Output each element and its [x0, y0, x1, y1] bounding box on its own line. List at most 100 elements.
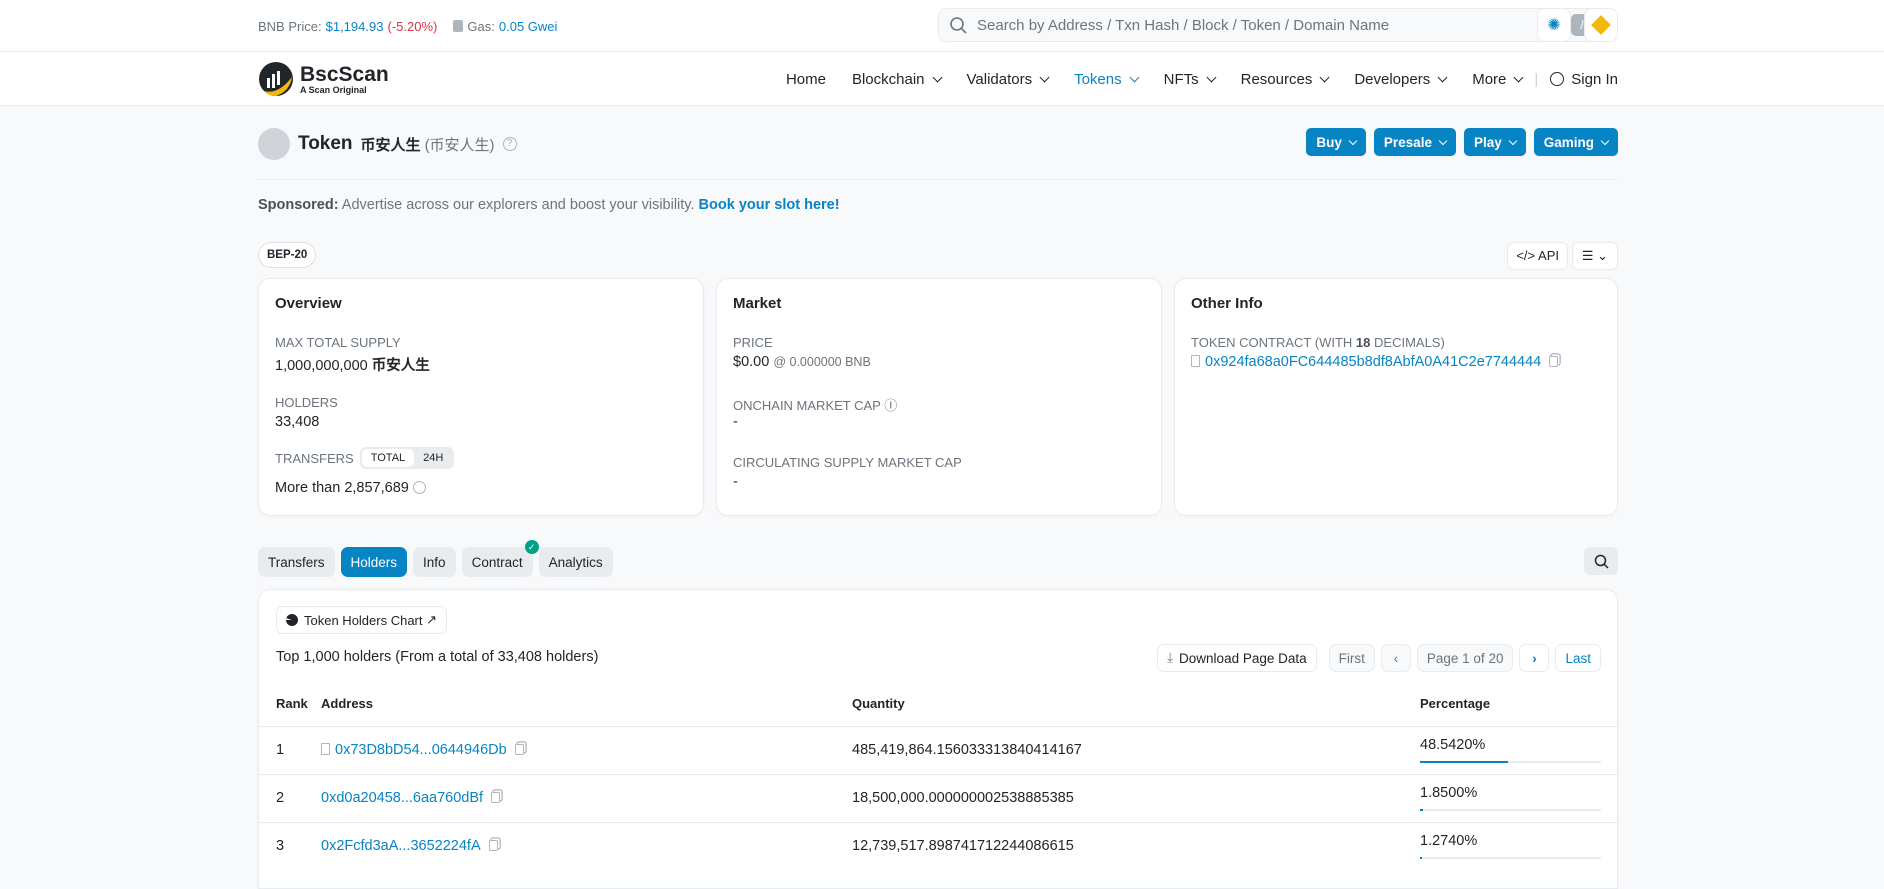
table-header: Rank Address Quantity Percentage: [259, 696, 1619, 728]
col-percentage: Percentage: [1420, 696, 1491, 711]
rank: 1: [276, 742, 285, 758]
sponsored-banner: Sponsored: Advertise across our explorer…: [258, 197, 1618, 213]
nav-nfts[interactable]: NFTs: [1164, 71, 1215, 88]
api-label: API: [1538, 248, 1559, 263]
nav-tokens[interactable]: Tokens: [1074, 71, 1138, 88]
col-address: Address: [321, 696, 374, 711]
tab-contract-label: Contract: [471, 554, 523, 570]
holder-address-link[interactable]: 0xd0a20458...6aa760dBf: [321, 790, 484, 806]
max-supply-value: 1,000,000,000: [275, 358, 368, 374]
search-icon: [1594, 554, 1609, 569]
col-quantity: Quantity: [852, 696, 905, 711]
token-tabs: Transfers Holders Info Contract ✓ Analytics: [258, 540, 1618, 577]
buy-button[interactable]: Buy: [1306, 128, 1366, 156]
play-button[interactable]: Play: [1463, 128, 1526, 156]
gas-label: Gas:: [467, 18, 495, 34]
percentage: 48.5420%: [1420, 737, 1486, 753]
download-icon: ⤓: [1167, 650, 1174, 665]
list-options-button[interactable]: ☰ ⌄: [1572, 242, 1618, 270]
last-page-button[interactable]: Last: [1555, 644, 1601, 672]
transfers-total-toggle[interactable]: TOTAL: [361, 449, 415, 467]
network-button[interactable]: [1584, 8, 1618, 42]
token-holders-chart-button[interactable]: Token Holders Chart ↗: [276, 606, 448, 634]
percentage: 1.8500%: [1420, 785, 1478, 801]
market-card: Market PRICE $0.00 @ 0.000000 BNB ONCHAI…: [716, 278, 1162, 516]
circ-mcap-value: -: [733, 474, 738, 490]
overview-title: Overview: [275, 295, 342, 312]
verified-check-icon: ✓: [524, 540, 539, 554]
checklist-icon: ☰ ⌄: [1581, 248, 1609, 263]
api-button[interactable]: </> API: [1507, 242, 1568, 270]
overview-card: Overview MAX TOTAL SUPPLY 1,000,000,000 …: [258, 278, 704, 516]
prev-page-button[interactable]: ‹: [1380, 644, 1411, 672]
rank: 2: [276, 790, 285, 806]
price-bnb: @ 0.000000 BNB: [773, 355, 871, 369]
next-page-button[interactable]: ›: [1519, 644, 1550, 672]
decimals: 18: [1355, 335, 1371, 350]
theme-toggle-button[interactable]: ✺: [1537, 8, 1571, 42]
transfers-24h-toggle[interactable]: 24H: [423, 452, 444, 464]
token-standard-badge: BEP-20: [258, 242, 317, 268]
holder-address-link[interactable]: 0x2Fcfd3aA...3652224fA: [321, 838, 481, 854]
copy-icon[interactable]: [1549, 356, 1559, 367]
bscscan-logo-icon: [259, 62, 293, 96]
contract-address-link[interactable]: 0x924fa68a0FC644485b8df8AbfA0A41C2e77444…: [1205, 354, 1542, 370]
sign-in-label: Sign In: [1571, 70, 1618, 88]
table-row: 1 0x73D8bD54...0644946Db 485,419,864.156…: [259, 726, 1619, 774]
sign-in-link[interactable]: Sign In: [1550, 71, 1618, 88]
col-rank: Rank: [276, 696, 308, 711]
price-label: PRICE: [733, 335, 773, 350]
nav-home[interactable]: Home: [785, 70, 826, 88]
token-icon: [258, 128, 290, 160]
holders-label: HOLDERS: [275, 395, 338, 410]
sponsored-text: Advertise across our explorers and boost…: [341, 197, 695, 213]
top-bar: BNB Price: $1,194.93 (-5.20%) Gas: 0.05 …: [0, 0, 1884, 52]
nav-resources[interactable]: Resources: [1241, 71, 1329, 88]
chevron-left-icon: ‹: [1393, 650, 1399, 666]
tab-analytics[interactable]: Analytics: [538, 547, 613, 577]
nav-divider: |: [1534, 70, 1539, 88]
tab-transfers[interactable]: Transfers: [258, 547, 335, 577]
tab-info[interactable]: Info: [413, 547, 456, 577]
nav-developers[interactable]: Developers: [1354, 71, 1446, 88]
search-placeholder: Search by Address / Txn Hash / Block / T…: [977, 16, 1390, 34]
logo[interactable]: BscScan A Scan Original: [258, 61, 389, 97]
download-page-data-button[interactable]: ⤓ Download Page Data: [1157, 644, 1317, 672]
copy-icon[interactable]: [491, 792, 501, 803]
percentage-bar: [1420, 857, 1601, 859]
percentage-bar: [1420, 809, 1601, 811]
presale-button[interactable]: Presale: [1373, 128, 1456, 156]
contract-label-suffix: DECIMALS): [1374, 335, 1445, 350]
holders-summary: Top 1,000 holders (From a total of 33,40…: [276, 649, 599, 665]
max-supply-unit: 币安人生: [371, 358, 430, 374]
percentage-bar-fill: [1420, 761, 1508, 763]
navbar: BscScan A Scan Original Home Blockchain …: [0, 52, 1884, 106]
bnb-price[interactable]: $1,194.93: [325, 18, 384, 34]
nav-more[interactable]: More: [1472, 71, 1522, 88]
copy-icon[interactable]: [488, 840, 498, 851]
sun-icon: ✺: [1547, 17, 1561, 34]
gaming-button[interactable]: Gaming: [1533, 128, 1618, 156]
page-title: Token: [298, 133, 353, 154]
search-input[interactable]: Search by Address / Txn Hash / Block / T…: [938, 8, 1604, 42]
search-icon: [950, 17, 967, 34]
holder-address-link[interactable]: 0x73D8bD54...0644946Db: [335, 742, 507, 758]
bnb-logo-icon: [1591, 15, 1611, 35]
nav-validators[interactable]: Validators: [967, 71, 1049, 88]
other-info-title: Other Info: [1191, 295, 1263, 312]
code-icon: </>: [1516, 248, 1536, 263]
copy-icon[interactable]: [514, 744, 524, 755]
tab-holders[interactable]: Holders: [340, 547, 408, 577]
pie-chart-icon: [286, 614, 298, 626]
tab-contract[interactable]: Contract ✓: [461, 540, 539, 577]
sponsored-link[interactable]: Book your slot here!: [698, 197, 840, 213]
help-icon: ?: [502, 137, 517, 151]
gas-value[interactable]: 0.05 Gwei: [498, 18, 558, 34]
filter-search-button[interactable]: [1584, 547, 1618, 575]
first-page-button[interactable]: First: [1328, 644, 1375, 672]
bnb-change: (-5.20%): [387, 18, 438, 34]
quantity: 12,739,517.898741712244086615: [852, 838, 1074, 854]
percentage: 1.2740%: [1420, 833, 1478, 849]
nav-blockchain[interactable]: Blockchain: [852, 71, 941, 88]
contract-file-icon: [321, 743, 330, 755]
